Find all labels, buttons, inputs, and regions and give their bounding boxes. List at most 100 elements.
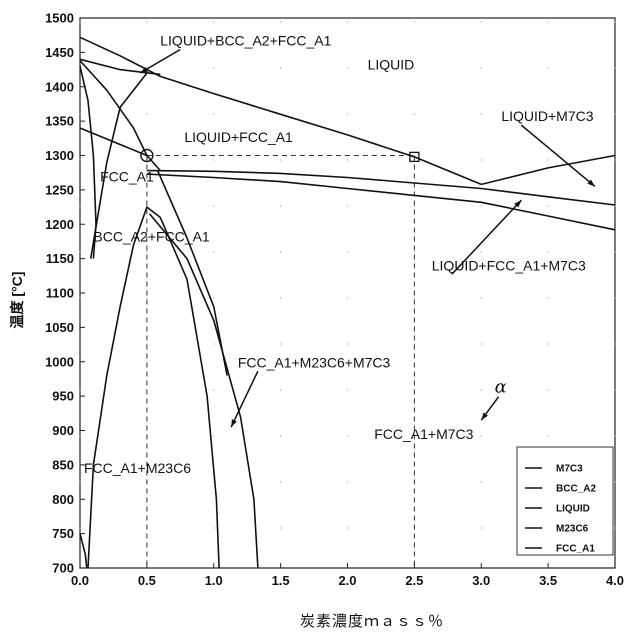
grid-dot	[146, 343, 148, 345]
grid-dot	[213, 205, 215, 207]
square-marker	[409, 151, 420, 163]
grid-dot	[213, 21, 215, 23]
grid-dot	[79, 435, 81, 437]
y-tick-label: 900	[52, 423, 74, 438]
y-tick-label: 1050	[45, 320, 74, 335]
region-label: FCC_A1+M23C6+M7C3	[238, 354, 391, 370]
grid-dot	[213, 159, 215, 161]
grid-dot	[547, 21, 549, 23]
grid-dot	[413, 251, 415, 253]
x-tick-label: 0.0	[71, 573, 89, 588]
legend-box	[516, 446, 614, 556]
grid-dot	[213, 343, 215, 345]
legend-entry: M23C6	[556, 524, 589, 535]
grid-dot	[547, 435, 549, 437]
grid-dot	[614, 343, 616, 345]
annotation-arrow	[451, 199, 522, 275]
x-tick-label: 1.5	[272, 573, 290, 588]
y-tick-label: 700	[52, 561, 74, 576]
grid-dot	[614, 481, 616, 483]
grid-dot	[213, 435, 215, 437]
grid-dot	[79, 297, 81, 299]
grid-dot	[79, 481, 81, 483]
region-label: LIQUID	[368, 57, 415, 73]
series-layer	[79, 36, 616, 569]
grid-dot	[213, 251, 215, 253]
grid-dot	[413, 297, 415, 299]
region-label: LIQUID+BCC_A2+FCC_A1	[160, 33, 331, 49]
grid-dot	[480, 21, 482, 23]
grid-dot	[346, 113, 349, 115]
grid-dot	[480, 435, 482, 437]
grid-dot	[213, 527, 215, 529]
marker-layer	[140, 148, 420, 163]
y-tick-label: 1250	[45, 182, 74, 197]
x-tick-label: 3.5	[539, 573, 557, 588]
grid-dot	[480, 343, 482, 345]
grid-dot	[547, 389, 549, 391]
grid-dot	[146, 297, 148, 299]
grid-dot	[346, 481, 349, 483]
grid-dot	[146, 205, 148, 207]
reference-lines	[146, 155, 415, 568]
x-tick-labels: 0.0 0.5 1.0 1.5 2.0 2.5 3.0 3.5 4.0	[71, 573, 624, 588]
y-tick-label: 1150	[46, 251, 74, 266]
y-tick-label: 1300	[45, 148, 74, 163]
y-tick-labels: 700 750 800 850 900 950 1000 1050 1100 1150 1200 12…	[45, 11, 74, 576]
grid-dot	[346, 205, 349, 207]
phase-boundary-bcc_a2	[89, 72, 148, 259]
grid-dot	[280, 67, 282, 69]
phase-boundary-fcc_a1	[146, 173, 616, 231]
grid-dot	[280, 481, 282, 483]
region-label: LIQUID+FCC_A1	[184, 129, 293, 145]
x-tick-label: 2.5	[405, 573, 423, 588]
grid-dot	[480, 67, 482, 69]
x-tick-label: 0.5	[138, 573, 156, 588]
region-label: LIQUID+FCC_A1+M7C3	[432, 257, 586, 273]
y-tick-label: 950	[52, 389, 74, 404]
phase-boundary-liquid	[146, 169, 616, 206]
grid-dot	[346, 67, 349, 69]
annotation-arrow	[230, 370, 259, 428]
y-tick-label: 1350	[45, 114, 74, 129]
phase-boundary-liquid	[79, 36, 482, 186]
grid-dot	[614, 21, 616, 23]
grid-dot	[346, 251, 349, 253]
grid-dot	[280, 343, 282, 345]
grid-dot	[213, 67, 215, 69]
grid-dot	[614, 527, 616, 529]
grid-dot	[146, 251, 148, 253]
grid-dot	[614, 297, 616, 299]
region-label: FCC_A1+M23C6	[84, 460, 191, 476]
phase-boundary-fcc_a1	[87, 206, 220, 569]
y-tick-label: 1450	[45, 45, 74, 60]
phase-boundary-fcc_a1	[79, 65, 97, 259]
grid-dot	[280, 251, 282, 253]
legend-entry: M7C3	[556, 464, 583, 475]
legend-entry: LIQUID	[556, 504, 590, 515]
region-label: FCC_A1	[100, 169, 154, 185]
grid-dot	[280, 159, 282, 161]
grid-dot	[480, 159, 482, 161]
grid-dot	[480, 481, 482, 483]
region-label: FCC_A1+M7C3	[374, 426, 473, 442]
grid-dot	[480, 205, 482, 207]
grid-dot	[346, 159, 349, 161]
annotation-arrowhead	[231, 419, 237, 428]
y-tick-label: 1200	[45, 217, 74, 232]
grid-dot	[614, 67, 616, 69]
legend-entry: FCC_A1	[556, 544, 595, 555]
grid-dot	[280, 205, 282, 207]
annotation-arrowhead	[481, 412, 488, 421]
y-axis-label: 温度 [°C]	[9, 272, 25, 329]
grid-dot	[480, 527, 482, 529]
grid-dot	[547, 67, 549, 69]
grid-dot	[280, 297, 282, 299]
x-axis-label: 炭素濃度ｍａｓｓ％	[300, 612, 444, 630]
grid-dot	[614, 251, 616, 253]
grid-dot	[547, 297, 549, 299]
grid-dot	[547, 251, 549, 253]
annotation-arrowhead	[587, 179, 595, 187]
phase-boundary-liquid	[79, 58, 161, 76]
phase-boundary-bcc_a2	[79, 127, 161, 172]
